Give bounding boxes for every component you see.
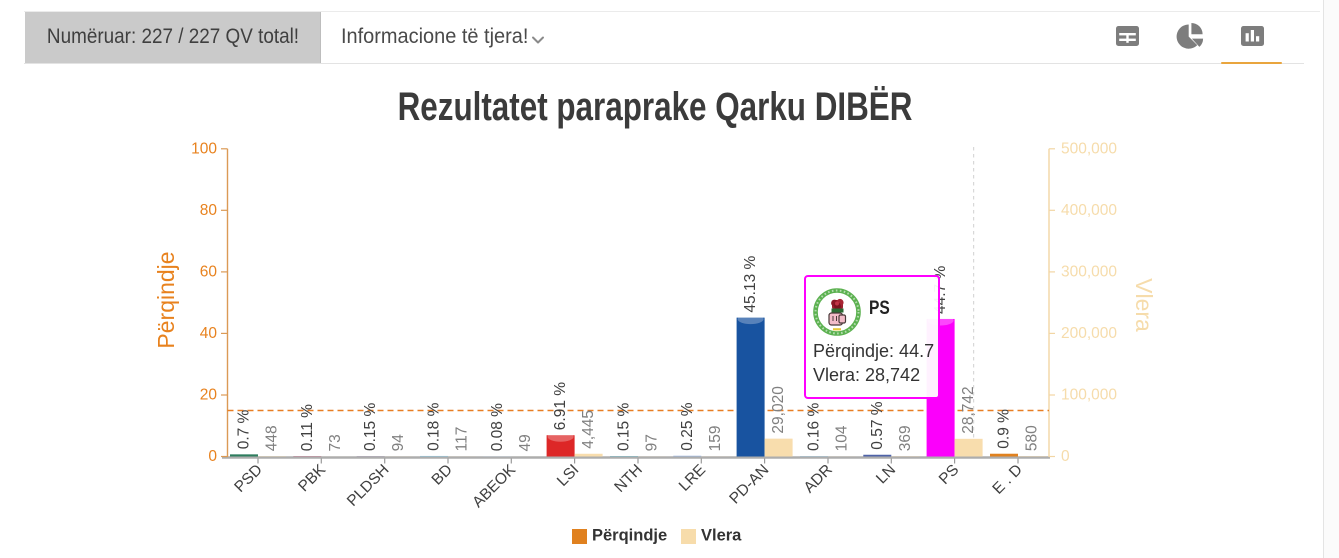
svg-text:49: 49	[517, 434, 534, 451]
svg-text:448: 448	[264, 425, 281, 451]
svg-text:PS: PS	[936, 461, 963, 488]
svg-text:104: 104	[834, 425, 851, 451]
svg-text:PBK: PBK	[295, 461, 329, 495]
svg-text:ABEOK: ABEOK	[469, 461, 519, 511]
svg-text:PD-AN: PD-AN	[726, 461, 772, 507]
svg-text:0.18 %: 0.18 %	[426, 402, 443, 450]
svg-text:BD: BD	[429, 461, 456, 488]
svg-text:369: 369	[897, 425, 914, 451]
svg-text:0.7 %: 0.7 %	[236, 409, 253, 449]
svg-text:PSD: PSD	[231, 461, 266, 496]
svg-text:0.15 %: 0.15 %	[616, 403, 633, 451]
svg-text:NTH: NTH	[611, 461, 646, 496]
svg-text:0.16 %: 0.16 %	[806, 403, 823, 451]
svg-text:80: 80	[200, 202, 218, 219]
svg-text:E . D: E . D	[989, 461, 1025, 497]
svg-text:Vlera: Vlera	[1131, 278, 1157, 332]
svg-text:LRE: LRE	[676, 461, 709, 494]
svg-text:0.9 %: 0.9 %	[996, 409, 1013, 449]
svg-text:300,000: 300,000	[1061, 263, 1117, 280]
svg-text:LSI: LSI	[554, 461, 582, 489]
svg-text:0.25 %: 0.25 %	[679, 402, 696, 450]
svg-text:PLDSH: PLDSH	[344, 461, 393, 510]
svg-text:45.13 %: 45.13 %	[742, 256, 759, 313]
svg-text:400,000: 400,000	[1061, 202, 1117, 219]
svg-text:159: 159	[707, 426, 724, 452]
svg-text:500,000: 500,000	[1061, 140, 1117, 157]
svg-text:0.57 %: 0.57 %	[869, 401, 886, 449]
svg-text:0.15 %: 0.15 %	[362, 403, 379, 451]
svg-text:29,020: 29,020	[770, 386, 787, 434]
svg-text:ADR: ADR	[801, 461, 836, 496]
svg-text:6.91 %: 6.91 %	[552, 382, 569, 430]
svg-text:0.08 %: 0.08 %	[489, 403, 506, 451]
svg-text:0: 0	[1061, 448, 1070, 465]
svg-text:4,445: 4,445	[580, 410, 597, 449]
svg-text:40: 40	[200, 325, 218, 342]
svg-text:97: 97	[644, 434, 661, 451]
svg-text:100,000: 100,000	[1061, 387, 1117, 404]
svg-text:20: 20	[200, 387, 218, 404]
svg-text:117: 117	[454, 427, 471, 452]
svg-text:73: 73	[327, 434, 344, 451]
svg-text:100: 100	[191, 140, 217, 157]
svg-text:28,742: 28,742	[960, 386, 977, 433]
svg-text:0.11 %: 0.11 %	[299, 404, 316, 451]
svg-text:580: 580	[1024, 425, 1041, 451]
svg-text:60: 60	[200, 263, 218, 280]
svg-text:LN: LN	[873, 461, 899, 487]
svg-text:200,000: 200,000	[1061, 325, 1117, 342]
svg-text:94: 94	[390, 434, 407, 452]
svg-text:Përqindje: Përqindje	[153, 251, 179, 348]
svg-text:0: 0	[208, 448, 217, 465]
